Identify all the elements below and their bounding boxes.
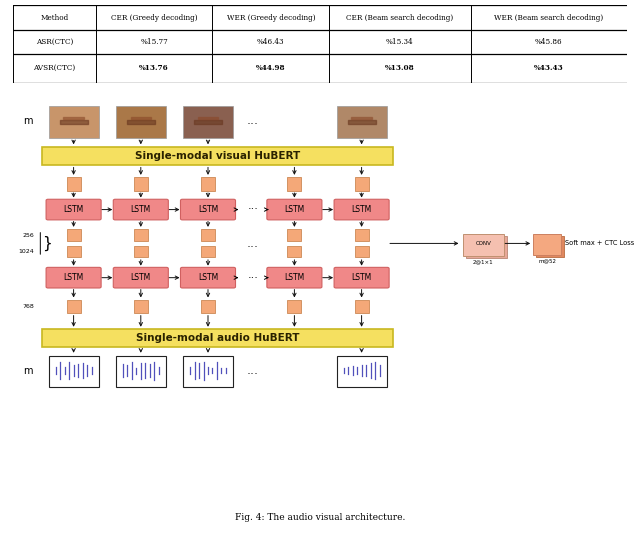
Text: %45.86: %45.86 — [535, 38, 563, 46]
Text: %43.43: %43.43 — [534, 64, 564, 72]
Text: CONV: CONV — [476, 241, 491, 245]
FancyBboxPatch shape — [42, 329, 393, 347]
Text: 2@1×1: 2@1×1 — [473, 259, 493, 264]
Text: %13.08: %13.08 — [385, 64, 415, 72]
FancyBboxPatch shape — [267, 267, 322, 288]
FancyBboxPatch shape — [466, 236, 507, 258]
Text: }: } — [42, 236, 51, 251]
FancyBboxPatch shape — [463, 234, 504, 256]
Text: LSTM: LSTM — [198, 205, 218, 214]
FancyBboxPatch shape — [201, 300, 215, 313]
FancyBboxPatch shape — [49, 356, 99, 386]
Text: %15.77: %15.77 — [140, 38, 168, 46]
FancyBboxPatch shape — [180, 267, 236, 288]
FancyBboxPatch shape — [201, 229, 215, 241]
FancyBboxPatch shape — [533, 234, 561, 255]
Text: LSTM: LSTM — [351, 205, 372, 214]
Text: AVSR(CTC): AVSR(CTC) — [33, 64, 76, 72]
FancyBboxPatch shape — [183, 356, 233, 386]
FancyBboxPatch shape — [355, 229, 369, 241]
Text: ...: ... — [247, 364, 259, 377]
Text: ASR(CTC): ASR(CTC) — [36, 38, 73, 46]
Text: %13.76: %13.76 — [140, 64, 169, 72]
Text: Single-modal visual HuBERT: Single-modal visual HuBERT — [135, 151, 300, 161]
Text: ···: ··· — [248, 273, 258, 282]
Text: Fig. 4: The audio visual architecture.: Fig. 4: The audio visual architecture. — [235, 513, 405, 522]
Text: ···: ··· — [248, 205, 258, 214]
FancyBboxPatch shape — [67, 246, 81, 257]
Text: LSTM: LSTM — [131, 273, 151, 282]
FancyBboxPatch shape — [113, 267, 168, 288]
FancyBboxPatch shape — [201, 177, 215, 191]
FancyBboxPatch shape — [113, 199, 168, 220]
FancyBboxPatch shape — [180, 199, 236, 220]
FancyBboxPatch shape — [116, 356, 166, 386]
FancyBboxPatch shape — [67, 177, 81, 191]
Text: ...: ... — [247, 237, 259, 250]
Text: CER (Beam search decoding): CER (Beam search decoding) — [346, 14, 454, 22]
FancyBboxPatch shape — [134, 246, 148, 257]
Text: LSTM: LSTM — [131, 205, 151, 214]
FancyBboxPatch shape — [287, 177, 301, 191]
FancyBboxPatch shape — [46, 199, 101, 220]
FancyBboxPatch shape — [355, 300, 369, 313]
Text: %44.98: %44.98 — [256, 64, 285, 72]
Text: %15.34: %15.34 — [386, 38, 413, 46]
FancyBboxPatch shape — [134, 177, 148, 191]
Text: 1024: 1024 — [18, 249, 34, 254]
Text: m: m — [23, 366, 32, 376]
FancyBboxPatch shape — [287, 300, 301, 313]
FancyBboxPatch shape — [287, 229, 301, 241]
Text: LSTM: LSTM — [284, 273, 305, 282]
Text: %46.43: %46.43 — [257, 38, 285, 46]
FancyBboxPatch shape — [536, 236, 564, 257]
Text: LSTM: LSTM — [63, 205, 84, 214]
Text: ...: ... — [247, 114, 259, 128]
Text: 256: 256 — [22, 233, 34, 237]
Text: LSTM: LSTM — [198, 273, 218, 282]
FancyBboxPatch shape — [116, 106, 166, 138]
FancyBboxPatch shape — [355, 246, 369, 257]
Text: 768: 768 — [22, 304, 34, 309]
FancyBboxPatch shape — [267, 199, 322, 220]
FancyBboxPatch shape — [134, 229, 148, 241]
FancyBboxPatch shape — [355, 177, 369, 191]
Text: m@52: m@52 — [538, 258, 556, 263]
FancyBboxPatch shape — [337, 356, 387, 386]
Text: LSTM: LSTM — [351, 273, 372, 282]
FancyBboxPatch shape — [42, 147, 393, 165]
FancyBboxPatch shape — [46, 267, 101, 288]
Text: WER (Beam search decoding): WER (Beam search decoding) — [494, 14, 604, 22]
FancyBboxPatch shape — [183, 106, 233, 138]
FancyBboxPatch shape — [287, 246, 301, 257]
FancyBboxPatch shape — [334, 199, 389, 220]
Text: LSTM: LSTM — [284, 205, 305, 214]
Text: CER (Greedy decoding): CER (Greedy decoding) — [111, 14, 197, 22]
FancyBboxPatch shape — [134, 300, 148, 313]
Text: Method: Method — [40, 14, 68, 22]
FancyBboxPatch shape — [334, 267, 389, 288]
Text: LSTM: LSTM — [63, 273, 84, 282]
FancyBboxPatch shape — [67, 300, 81, 313]
Text: m: m — [23, 116, 32, 126]
FancyBboxPatch shape — [201, 246, 215, 257]
Text: Single-modal audio HuBERT: Single-modal audio HuBERT — [136, 333, 300, 344]
FancyBboxPatch shape — [67, 229, 81, 241]
Text: WER (Greedy decoding): WER (Greedy decoding) — [227, 14, 315, 22]
Text: Soft max + CTC Loss: Soft max + CTC Loss — [565, 241, 634, 247]
FancyBboxPatch shape — [337, 106, 387, 138]
FancyBboxPatch shape — [49, 106, 99, 138]
